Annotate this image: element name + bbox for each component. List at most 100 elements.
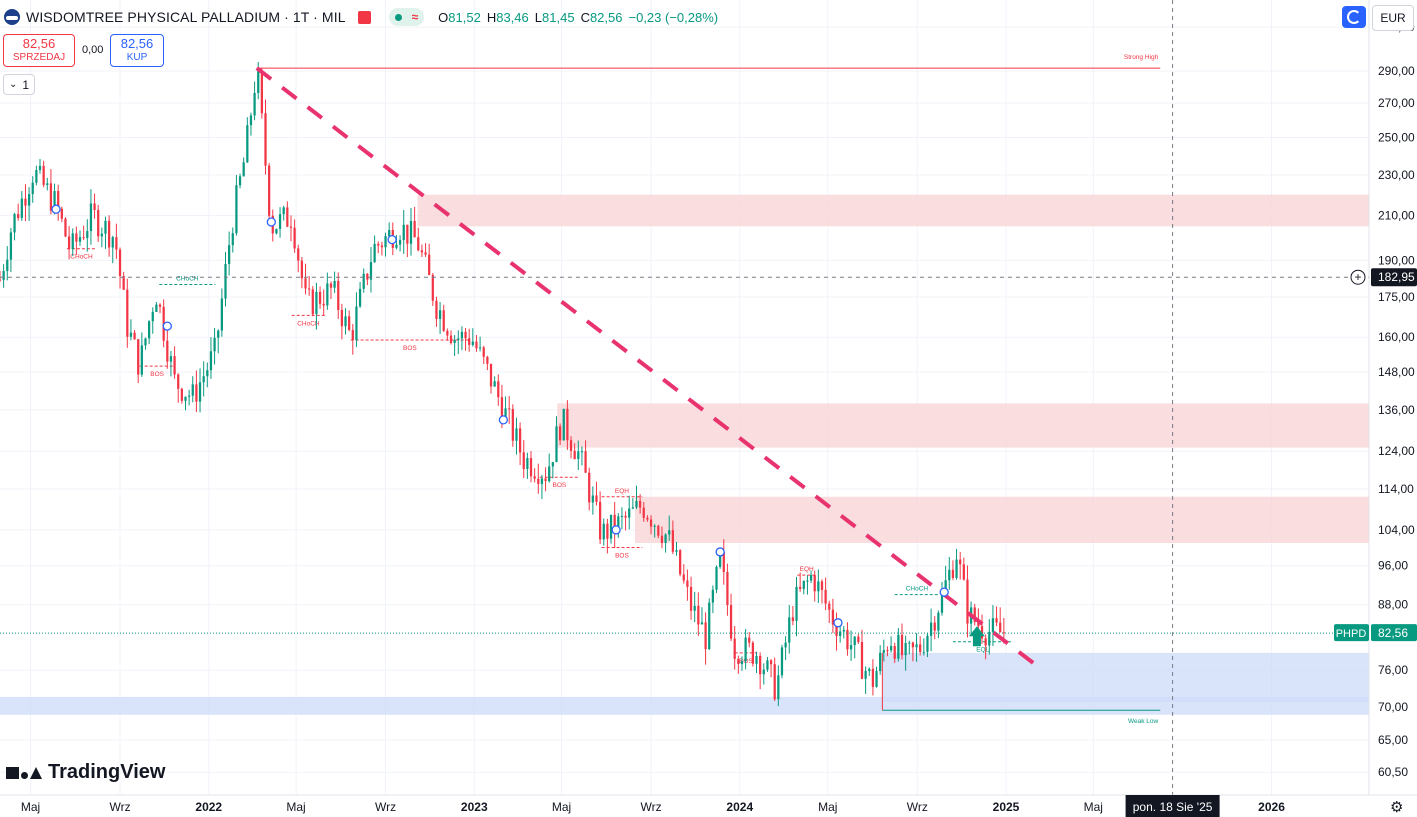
candle-body [602, 523, 605, 540]
candle-body [195, 384, 198, 402]
candle-body [224, 264, 227, 299]
last-price-tag [1371, 624, 1417, 642]
alert-flag-icon[interactable] [357, 10, 371, 24]
x-tick-label: Wrz [640, 800, 661, 814]
candle-body [544, 478, 547, 482]
swing-point-marker [611, 525, 621, 535]
candle-body [940, 589, 944, 613]
candle-body [362, 273, 365, 289]
demand-zone [0, 696, 1369, 715]
tradingview-logo[interactable]: TradingView [6, 761, 165, 784]
candle-body [188, 395, 191, 397]
candle-body [558, 426, 562, 441]
ohlc-values: O81,52 H83,46 L81,45 C82,56 −0,23 (−0,28… [438, 9, 719, 25]
candle-body [649, 519, 653, 527]
candle-body [373, 243, 376, 263]
crosshair-date-label: pon. 18 Sie '25 [1133, 800, 1213, 814]
time-axis [0, 795, 1417, 817]
candle-body [293, 227, 296, 249]
add-alert-plus: + [1354, 270, 1361, 284]
candle-body [868, 668, 871, 672]
candle-body [598, 501, 602, 540]
candle-body [67, 236, 71, 250]
candle-body [82, 237, 85, 239]
candle-body [457, 338, 460, 340]
candle-body [515, 428, 518, 441]
candle-body [784, 642, 787, 648]
candle-body [980, 626, 984, 639]
candle-body [944, 580, 947, 590]
candle-body [577, 451, 580, 460]
candle-body [711, 589, 714, 603]
indicator-toggle[interactable]: ⌄ 1 [3, 74, 35, 95]
swing-point-marker [266, 217, 276, 227]
status-pill[interactable]: ≈ [388, 8, 425, 26]
x-tick-label: Wrz [375, 800, 396, 814]
candle-body [2, 271, 5, 280]
candle-body [606, 523, 609, 539]
candle-body [813, 575, 816, 592]
structure-label: CHoCH [297, 320, 320, 327]
buy-button[interactable]: 82,56 KUP [110, 34, 164, 67]
candle-body [198, 382, 202, 402]
candle-body [155, 304, 158, 312]
gear-icon[interactable]: ⚙ [1390, 799, 1404, 816]
candle-body [173, 356, 176, 375]
candle-body [20, 198, 23, 219]
candle-body [573, 450, 576, 460]
candle-body [249, 115, 253, 126]
symbol-tag-label: PHPD [1336, 628, 1367, 640]
sell-button[interactable]: 82,56 SPRZEDAJ [3, 34, 75, 67]
candle-body [569, 440, 573, 451]
candle-body [384, 235, 387, 248]
candle-body [402, 224, 405, 241]
currency-select[interactable]: EUR [1372, 5, 1414, 31]
candle-body [406, 224, 409, 244]
candle-body [999, 622, 1002, 633]
candle-body [409, 221, 413, 244]
candle-body [144, 338, 147, 346]
structure-label: CHoCH [70, 254, 93, 261]
candle-body [446, 330, 449, 336]
candle-body [297, 248, 300, 261]
symbol-title[interactable]: WISDOMTREE PHYSICAL PALLADIUM · 1T · MIL [26, 9, 346, 25]
candle-body [875, 671, 878, 687]
x-tick-label: Maj [286, 800, 305, 814]
swing-point-marker [51, 204, 61, 214]
candle-body [624, 515, 627, 518]
candle-body [682, 574, 685, 581]
candle-body [398, 240, 402, 245]
x-tick-label: Maj [818, 800, 837, 814]
symbol-tag [1334, 624, 1369, 642]
candle-body [646, 517, 649, 520]
y-tick-label: 76,00 [1378, 663, 1408, 677]
candle-body [759, 655, 762, 675]
candle-body [889, 646, 893, 651]
candles [0, 62, 1005, 707]
chevron-down-icon: ⌄ [8, 79, 18, 90]
candle-body [817, 581, 820, 592]
candle-body [482, 347, 485, 357]
candle-body [977, 621, 980, 627]
candle-body [799, 586, 802, 589]
candle-body [628, 508, 631, 518]
candle-body [744, 637, 747, 662]
candle-body [529, 458, 533, 477]
refresh-icon[interactable] [1342, 6, 1366, 28]
candle-body [289, 226, 293, 228]
candle-body [217, 330, 220, 338]
structure-label: BOS [615, 552, 629, 559]
x-tick-label: Maj [21, 800, 40, 814]
structure-label: BOS [553, 482, 567, 489]
candle-body [617, 516, 620, 533]
candle-body [580, 451, 584, 453]
candle-body [853, 636, 856, 646]
candle-body [951, 569, 955, 578]
candle-body [857, 636, 860, 643]
candle-body [177, 374, 180, 389]
candle-body [715, 566, 718, 590]
candle-body [806, 580, 809, 582]
candle-body [700, 622, 704, 625]
candle-body [500, 397, 504, 422]
